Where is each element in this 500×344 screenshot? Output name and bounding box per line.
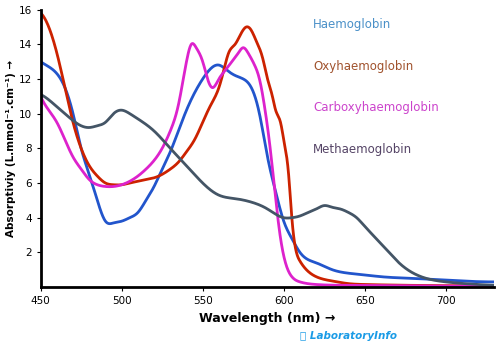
Y-axis label: Absorptiviy (L.mmol⁻¹.cm⁻¹) →: Absorptiviy (L.mmol⁻¹.cm⁻¹) → bbox=[6, 60, 16, 237]
Text: Carboxyhaemoglobin: Carboxyhaemoglobin bbox=[313, 101, 438, 114]
X-axis label: Wavelength (nm) →: Wavelength (nm) → bbox=[200, 312, 336, 325]
Text: Methaemoglobin: Methaemoglobin bbox=[313, 143, 412, 156]
Text: Oxyhaemoglobin: Oxyhaemoglobin bbox=[313, 60, 413, 73]
Text: Ⓛ LaboratoryInfo: Ⓛ LaboratoryInfo bbox=[300, 331, 397, 341]
Text: Haemoglobin: Haemoglobin bbox=[313, 18, 391, 31]
